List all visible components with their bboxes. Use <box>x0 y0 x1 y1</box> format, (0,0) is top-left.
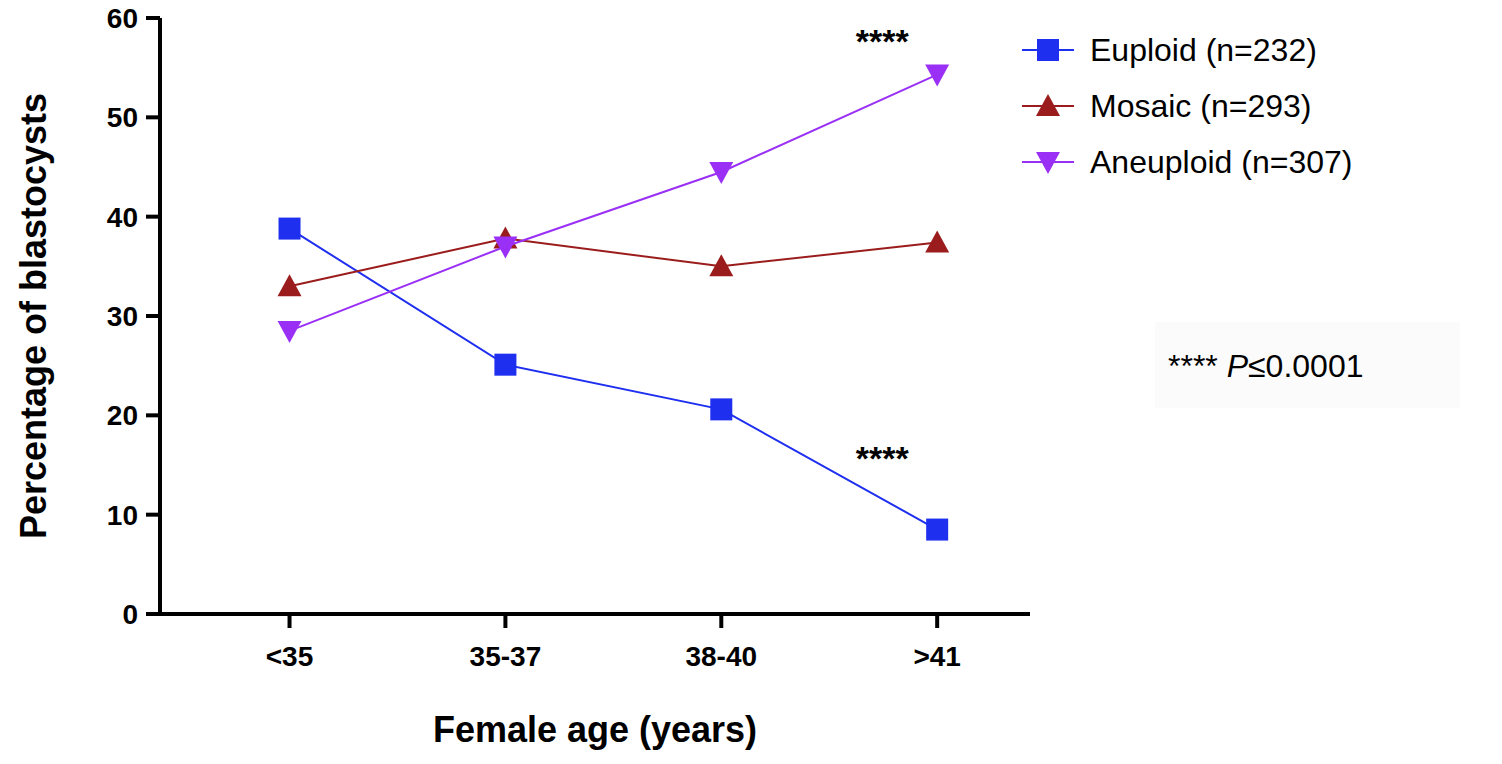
x-tick-label: <35 <box>266 641 314 672</box>
legend-marker <box>1036 152 1060 174</box>
legend-marker <box>1037 39 1059 61</box>
series <box>279 218 949 541</box>
annotation: **** <box>856 22 910 60</box>
x-tick-label: 35-37 <box>470 641 542 672</box>
legend-marker <box>1036 94 1060 116</box>
legend: Euploid (n=232) Mosaic (n=293) Aneuploid (… <box>1022 32 1352 180</box>
plot-area <box>278 65 950 541</box>
legend-label: Mosaic (n=293) <box>1090 88 1311 124</box>
data-point <box>709 254 733 276</box>
x-tick <box>935 614 939 628</box>
note-box <box>1155 322 1460 408</box>
chart: 0 10 20 30 40 50 60 <35 35-37 38-40 >41 Female age … <box>0 0 1502 764</box>
data-point <box>710 398 732 420</box>
data-point <box>278 274 302 296</box>
y-tick-label: 40 <box>107 202 138 233</box>
y-tick-label: 20 <box>107 400 138 431</box>
y-tick-label: 50 <box>107 102 138 133</box>
series-line <box>290 239 938 287</box>
note: **** P≤0.0001 <box>1168 348 1363 384</box>
data-point <box>926 519 948 541</box>
axes: 0 10 20 30 40 50 60 <35 35-37 38-40 >41 <box>107 3 1030 672</box>
data-point <box>279 218 301 240</box>
y-tick <box>146 413 160 417</box>
y-tick-label: 30 <box>107 301 138 332</box>
data-point <box>278 321 302 343</box>
x-tick <box>288 614 292 628</box>
y-tick <box>146 115 160 119</box>
legend-label: Euploid (n=232) <box>1090 32 1317 68</box>
annotation: **** <box>856 439 910 477</box>
y-tick-label: 10 <box>107 500 138 531</box>
y-axis-title: Percentage of blastocysts <box>13 93 54 539</box>
series <box>278 227 950 297</box>
series <box>278 65 950 343</box>
x-tick <box>503 614 507 628</box>
y-tick <box>146 314 160 318</box>
y-tick <box>146 612 160 616</box>
x-tick-label: 38-40 <box>685 641 757 672</box>
data-point <box>925 65 949 87</box>
legend-label: Aneuploid (n=307) <box>1090 144 1352 180</box>
annotations: **** **** <box>856 22 910 477</box>
y-tick <box>146 513 160 517</box>
data-point <box>709 162 733 184</box>
data-point <box>493 236 517 258</box>
y-tick <box>146 215 160 219</box>
x-axis-title: Female age (years) <box>433 709 757 750</box>
data-point <box>494 354 516 376</box>
x-tick-label: >41 <box>913 641 961 672</box>
data-point <box>925 230 949 252</box>
series-line <box>290 75 938 331</box>
y-tick <box>146 16 160 20</box>
y-tick-label: 60 <box>107 3 138 34</box>
y-tick-label: 0 <box>122 599 138 630</box>
series-line <box>290 229 938 530</box>
x-tick <box>719 614 723 628</box>
